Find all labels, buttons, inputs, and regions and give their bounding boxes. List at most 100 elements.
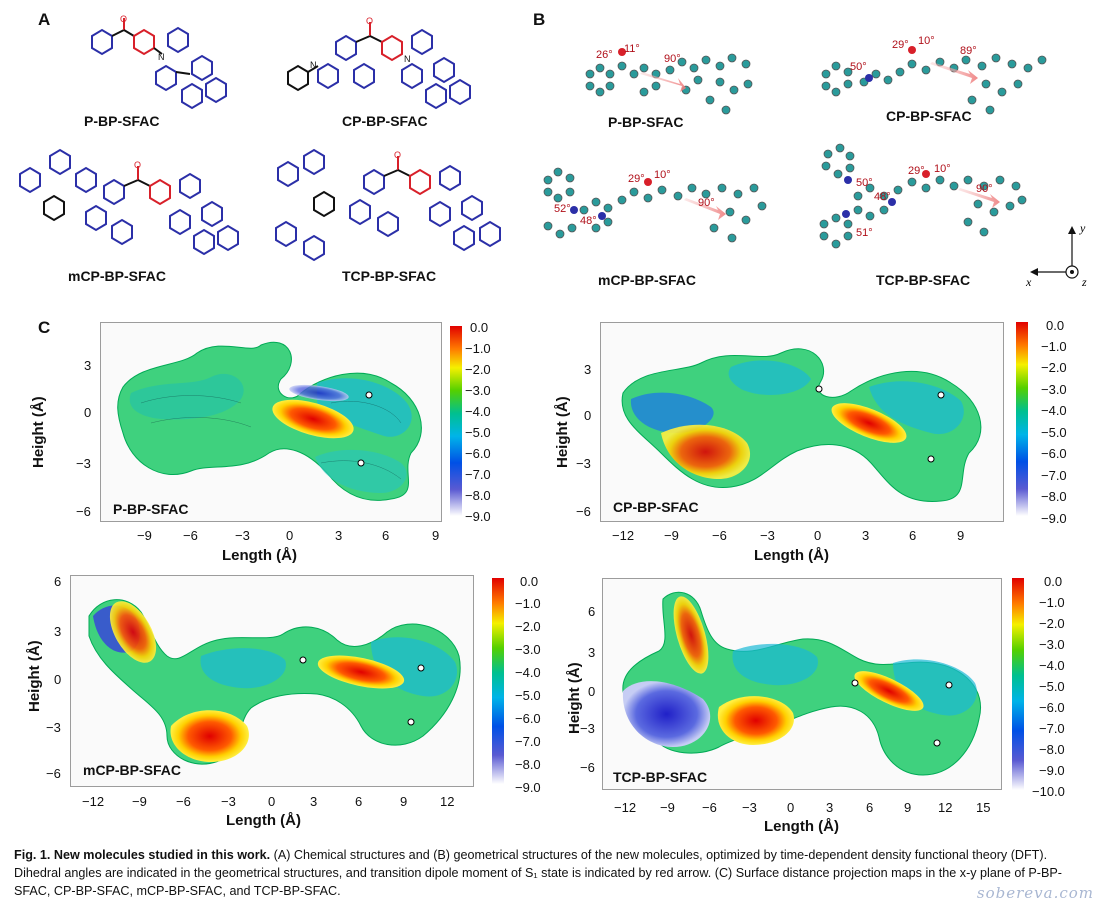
label-a-p-bp-sfac: P-BP-SFAC (84, 113, 160, 129)
colorbar-tick: −7.0 (1039, 721, 1065, 736)
x-tick: −9 (137, 528, 152, 543)
map-surface (117, 341, 422, 501)
map-label-tcp-bp-sfac: TCP-BP-SFAC (613, 769, 708, 785)
axis-z-label: z (1081, 275, 1087, 289)
colorbar-tick: −8.0 (1039, 742, 1065, 757)
label-a-tcp-bp-sfac: TCP-BP-SFAC (342, 268, 437, 284)
y-tick: −3 (580, 721, 595, 736)
x-tick: 9 (432, 528, 440, 543)
colorbar-tick: −9.0 (1039, 763, 1065, 778)
axis-x-label: x (1025, 275, 1032, 289)
structure-tcp-bp-sfac: O (275, 148, 501, 262)
colorbar-tick: −8.0 (465, 488, 491, 503)
x-tick: 6 (355, 794, 363, 809)
geometry-tcp-bp-sfac: 50° 29° 10° 48° 90° 51° (819, 143, 1027, 249)
dihedral-angle: 48° (874, 191, 891, 203)
panel-letter-c: C (38, 318, 51, 337)
colorbar-tick: −1.0 (1039, 595, 1065, 610)
y-tick: 6 (54, 574, 62, 589)
y-tick: −3 (576, 456, 591, 471)
y-tick: −6 (576, 504, 591, 519)
y-tick: −6 (46, 766, 61, 781)
colorbar-tick: −5.0 (515, 688, 541, 703)
x-tick: −3 (742, 800, 757, 815)
colorbar-tick: −1.0 (465, 341, 491, 356)
colorbar-tick: 0.0 (470, 320, 489, 335)
oxygen-label: O (120, 14, 127, 24)
map-cp-bp-sfac: CP-BP-SFAC (600, 322, 1004, 522)
x-tick: 0 (814, 528, 822, 543)
x-tick: −9 (660, 800, 675, 815)
map-mcp-bp-sfac: mCP-BP-SFAC (70, 575, 474, 787)
watermark: sobereva.com (976, 884, 1094, 902)
dihedral-angle: 11° (624, 43, 640, 55)
colorbar-tick: −5.0 (1039, 679, 1065, 694)
dihedral-angle: 29° (908, 165, 925, 177)
x-tick: −3 (221, 794, 236, 809)
dihedral-angle: 50° (850, 61, 867, 73)
y-tick: −6 (76, 504, 91, 519)
colorbar-tick: −6.0 (465, 446, 491, 461)
colorbar-tick: −5.0 (1041, 425, 1067, 440)
x-tick: −6 (176, 794, 191, 809)
dihedral-angle: 48° (580, 215, 597, 227)
x-tick: 12 (440, 794, 455, 809)
dihedral-angle: 10° (934, 163, 951, 175)
colorbar-tcp (1012, 578, 1024, 790)
y-tick: 6 (588, 604, 596, 619)
map-surface (88, 599, 461, 765)
colorbar-tick: −9.0 (465, 509, 491, 524)
geometry-p-bp-sfac: 26° 11° 90° (585, 43, 753, 115)
y-tick: −6 (580, 760, 595, 775)
oxygen-label: O (366, 16, 373, 26)
geometry-mcp-bp-sfac: 52° 48° 29° 10° 90° (543, 167, 767, 243)
label-b-tcp-bp-sfac: TCP-BP-SFAC (876, 272, 971, 288)
x-tick: −6 (702, 800, 717, 815)
colorbar-tick: −5.0 (465, 425, 491, 440)
x-tick: −12 (614, 800, 637, 815)
x-tick: 6 (909, 528, 917, 543)
colorbar-tick: −9.0 (515, 780, 541, 795)
colorbar-tick: −4.0 (1041, 403, 1067, 418)
x-tick: 3 (826, 800, 834, 815)
colorbar-tick: 0.0 (1044, 574, 1063, 589)
map-p-bp-sfac: P-BP-SFAC (100, 322, 442, 522)
x-tick: 6 (382, 528, 390, 543)
colorbar-tick: −2.0 (515, 619, 541, 634)
colorbar-p (450, 326, 462, 516)
colorbar-tick: −2.0 (1039, 616, 1065, 631)
x-tick: 3 (862, 528, 870, 543)
colorbar-tick: −4.0 (515, 665, 541, 680)
ylabel-p: Height (Å) (30, 396, 47, 468)
y-tick: 3 (54, 624, 62, 639)
ylabel-mcp: Height (Å) (26, 640, 43, 712)
x-tick: 3 (310, 794, 318, 809)
xlabel-cp: Length (Å) (754, 547, 829, 564)
colorbar-tick: −2.0 (1041, 360, 1067, 375)
y-tick: 0 (584, 408, 592, 423)
oxygen-label: O (134, 160, 141, 170)
x-tick: 15 (976, 800, 991, 815)
y-tick: 0 (54, 672, 62, 687)
nitrogen-label: N (404, 54, 411, 64)
label-a-mcp-bp-sfac: mCP-BP-SFAC (68, 268, 167, 284)
colorbar-tick: −6.0 (1039, 700, 1065, 715)
dihedral-angle: 90° (976, 183, 993, 195)
colorbar-tick: −1.0 (1041, 339, 1067, 354)
x-tick: −3 (235, 528, 250, 543)
label-a-cp-bp-sfac: CP-BP-SFAC (342, 113, 428, 129)
y-tick: 3 (584, 362, 592, 377)
dihedral-angle: 29° (892, 39, 909, 51)
figure-caption: Fig. 1. New molecules studied in this wo… (14, 846, 1096, 900)
x-tick: −12 (82, 794, 105, 809)
xlabel-p: Length (Å) (222, 547, 297, 564)
colorbar-tick: −3.0 (465, 383, 491, 398)
geometry-cp-bp-sfac: 50° 29° 10° 89° (821, 35, 1047, 115)
x-tick: −9 (664, 528, 679, 543)
x-tick: −12 (612, 528, 635, 543)
caption-lead: Fig. 1. New molecules studied in this wo… (14, 848, 271, 862)
colorbar-tick: 0.0 (1046, 318, 1065, 333)
colorbar-tick: −2.0 (465, 362, 491, 377)
map-label-p-bp-sfac: P-BP-SFAC (113, 501, 189, 517)
x-tick: 9 (957, 528, 965, 543)
